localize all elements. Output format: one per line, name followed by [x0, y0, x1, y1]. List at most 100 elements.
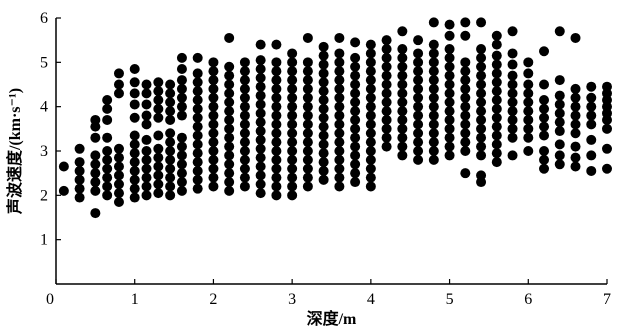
data-point — [382, 62, 392, 72]
data-point — [177, 93, 187, 103]
data-point — [397, 150, 407, 160]
data-point — [208, 84, 218, 94]
data-point — [382, 53, 392, 63]
data-point — [350, 115, 360, 125]
data-point — [177, 186, 187, 196]
data-point — [366, 164, 376, 174]
data-point — [165, 115, 175, 125]
data-point — [177, 111, 187, 121]
data-point — [366, 155, 376, 165]
y-tick-label: 2 — [40, 187, 48, 204]
data-point — [445, 80, 455, 90]
data-point — [413, 146, 423, 156]
data-point — [460, 137, 470, 147]
data-point — [460, 168, 470, 178]
data-point — [90, 168, 100, 178]
data-point — [429, 128, 439, 138]
data-point — [193, 175, 203, 185]
data-point — [193, 157, 203, 167]
data-point — [334, 137, 344, 147]
data-point — [224, 80, 234, 90]
data-point — [75, 184, 85, 194]
data-point — [350, 133, 360, 143]
data-point — [429, 137, 439, 147]
data-point — [208, 155, 218, 165]
data-point — [303, 33, 313, 43]
data-point — [555, 139, 565, 149]
data-point — [366, 48, 376, 58]
data-point — [476, 17, 486, 27]
data-point — [460, 57, 470, 67]
data-point — [240, 137, 250, 147]
data-point — [492, 139, 502, 149]
data-point — [224, 97, 234, 107]
data-point — [350, 71, 360, 81]
data-point — [165, 97, 175, 107]
data-point — [445, 62, 455, 72]
data-point — [271, 111, 281, 121]
data-point — [334, 93, 344, 103]
y-tick-label: 1 — [40, 232, 48, 249]
data-point — [90, 150, 100, 160]
data-point — [445, 53, 455, 63]
data-point — [303, 102, 313, 112]
x-tick-label: 1 — [131, 291, 139, 308]
x-tick-label: 0 — [46, 291, 54, 308]
x-tick-label: 7 — [603, 291, 611, 308]
data-point — [350, 150, 360, 160]
data-point — [476, 44, 486, 54]
data-point — [571, 142, 581, 152]
data-point — [334, 146, 344, 156]
data-point — [413, 35, 423, 45]
data-point — [413, 128, 423, 138]
data-point — [319, 51, 329, 61]
data-point — [476, 124, 486, 134]
data-point — [256, 153, 266, 163]
data-point — [382, 115, 392, 125]
data-point — [271, 40, 281, 50]
data-point — [586, 150, 596, 160]
data-point — [523, 146, 533, 156]
data-point — [350, 37, 360, 47]
data-point — [165, 137, 175, 147]
data-point — [492, 51, 502, 61]
data-point — [142, 99, 152, 109]
data-point — [397, 115, 407, 125]
data-point — [476, 115, 486, 125]
data-point — [413, 57, 423, 67]
data-point — [508, 71, 518, 81]
data-point — [130, 139, 140, 149]
data-point — [508, 97, 518, 107]
data-point — [224, 115, 234, 125]
data-point — [102, 115, 112, 125]
data-point — [397, 133, 407, 143]
data-point — [382, 44, 392, 54]
data-point — [523, 68, 533, 78]
data-point — [102, 133, 112, 143]
data-point — [153, 179, 163, 189]
data-point — [193, 122, 203, 132]
data-point — [350, 159, 360, 169]
data-point — [571, 153, 581, 163]
data-point — [397, 80, 407, 90]
data-point — [539, 122, 549, 132]
data-point — [492, 60, 502, 70]
data-point — [397, 53, 407, 63]
data-point — [429, 17, 439, 27]
data-point — [142, 119, 152, 129]
data-point — [303, 119, 313, 129]
data-point — [287, 128, 297, 138]
data-point — [555, 75, 565, 85]
data-point — [287, 93, 297, 103]
data-point — [366, 66, 376, 76]
data-point — [334, 164, 344, 174]
data-point — [165, 164, 175, 174]
data-point — [413, 66, 423, 76]
data-point — [224, 168, 234, 178]
data-point — [256, 40, 266, 50]
y-tick-label: 6 — [40, 10, 48, 27]
data-point — [492, 113, 502, 123]
data-point — [240, 84, 250, 94]
data-point — [334, 48, 344, 58]
data-point — [165, 190, 175, 200]
